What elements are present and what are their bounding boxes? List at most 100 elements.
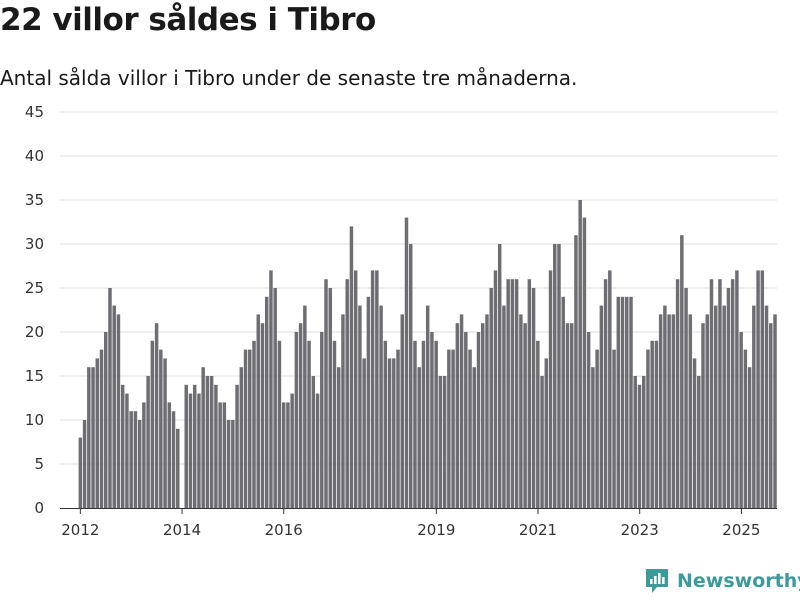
- bar: [713, 305, 718, 508]
- bar-series: [78, 200, 777, 508]
- bar: [315, 393, 320, 508]
- bar: [222, 402, 227, 508]
- bar: [472, 367, 477, 508]
- data-label: 22: [778, 0, 797, 4]
- bar: [502, 305, 506, 508]
- bar: [612, 349, 616, 508]
- bar: [582, 217, 587, 508]
- bar: [735, 270, 739, 508]
- bar: [430, 332, 434, 508]
- bar: [548, 270, 553, 508]
- bar: [209, 376, 214, 508]
- bar: [709, 279, 714, 508]
- bar: [425, 305, 430, 508]
- bar: [197, 393, 201, 508]
- x-tick-label: 2025: [722, 521, 760, 539]
- bar: [447, 349, 451, 508]
- bar: [137, 420, 142, 508]
- data-labels: 22: [778, 0, 797, 4]
- bar: [294, 332, 299, 508]
- bar: [451, 349, 455, 508]
- bar: [311, 376, 316, 508]
- bar: [176, 428, 180, 508]
- newsworthy-icon: [646, 569, 668, 593]
- bar: [578, 200, 582, 508]
- bar: [769, 323, 773, 508]
- y-tick-label: 45: [25, 103, 44, 121]
- bar: [675, 279, 680, 508]
- bar: [214, 384, 218, 508]
- bar: [523, 323, 527, 508]
- bar: [248, 349, 252, 508]
- bar: [290, 393, 294, 508]
- bar: [129, 411, 133, 508]
- bar: [438, 376, 443, 508]
- bar: [633, 376, 637, 508]
- y-tick-label: 25: [25, 279, 44, 297]
- bar: [417, 367, 421, 508]
- bar: [489, 288, 493, 508]
- bar: [409, 244, 413, 508]
- bar: [150, 340, 155, 508]
- bar: [159, 349, 163, 508]
- bar: [421, 340, 426, 508]
- bar: [87, 367, 91, 508]
- bar: [358, 305, 362, 508]
- bar: [298, 323, 303, 508]
- bar: [510, 279, 515, 508]
- bar: [608, 270, 612, 508]
- bar: [671, 314, 676, 508]
- bar: [620, 296, 625, 508]
- bar: [218, 402, 222, 508]
- bar: [599, 305, 604, 508]
- bar: [760, 270, 765, 508]
- bar: [286, 402, 290, 508]
- bar: [697, 376, 701, 508]
- bar: [739, 332, 743, 508]
- bar: [455, 323, 460, 508]
- bar: [574, 235, 578, 508]
- x-tick-label: 2014: [163, 521, 201, 539]
- bar: [163, 358, 167, 508]
- bar: [413, 340, 417, 508]
- bar: [201, 367, 205, 508]
- y-tick-label: 15: [25, 367, 44, 385]
- bar: [260, 323, 265, 508]
- bar: [663, 305, 667, 508]
- bar: [108, 288, 112, 508]
- bar: [464, 332, 468, 508]
- newsworthy-logo[interactable]: Newsworthy: [645, 568, 800, 594]
- bar: [307, 340, 311, 508]
- bar: [497, 244, 502, 508]
- bar: [252, 340, 256, 508]
- x-tick-label: 2021: [519, 521, 557, 539]
- bar: [142, 402, 146, 508]
- bar: [684, 288, 688, 508]
- bar: [332, 340, 337, 508]
- bar: [637, 384, 642, 508]
- bar: [353, 270, 358, 508]
- bar: [531, 288, 536, 508]
- bar: [392, 358, 396, 508]
- bar: [536, 340, 540, 508]
- y-tick-label: 20: [25, 323, 44, 341]
- bar: [561, 296, 565, 508]
- bar: [269, 270, 273, 508]
- bar: [366, 296, 371, 508]
- y-tick-label: 35: [25, 191, 44, 209]
- bar: [667, 314, 671, 508]
- bar: [493, 270, 498, 508]
- bar: [239, 367, 244, 508]
- bar: [379, 305, 383, 508]
- bar: [116, 314, 121, 508]
- bar: [722, 305, 726, 508]
- bar: [320, 332, 324, 508]
- y-tick-label: 30: [25, 235, 44, 253]
- bar: [396, 349, 400, 508]
- bar: [167, 402, 172, 508]
- bar: [616, 296, 621, 508]
- bar: [264, 296, 269, 508]
- bar: [595, 349, 599, 508]
- bar: [226, 420, 231, 508]
